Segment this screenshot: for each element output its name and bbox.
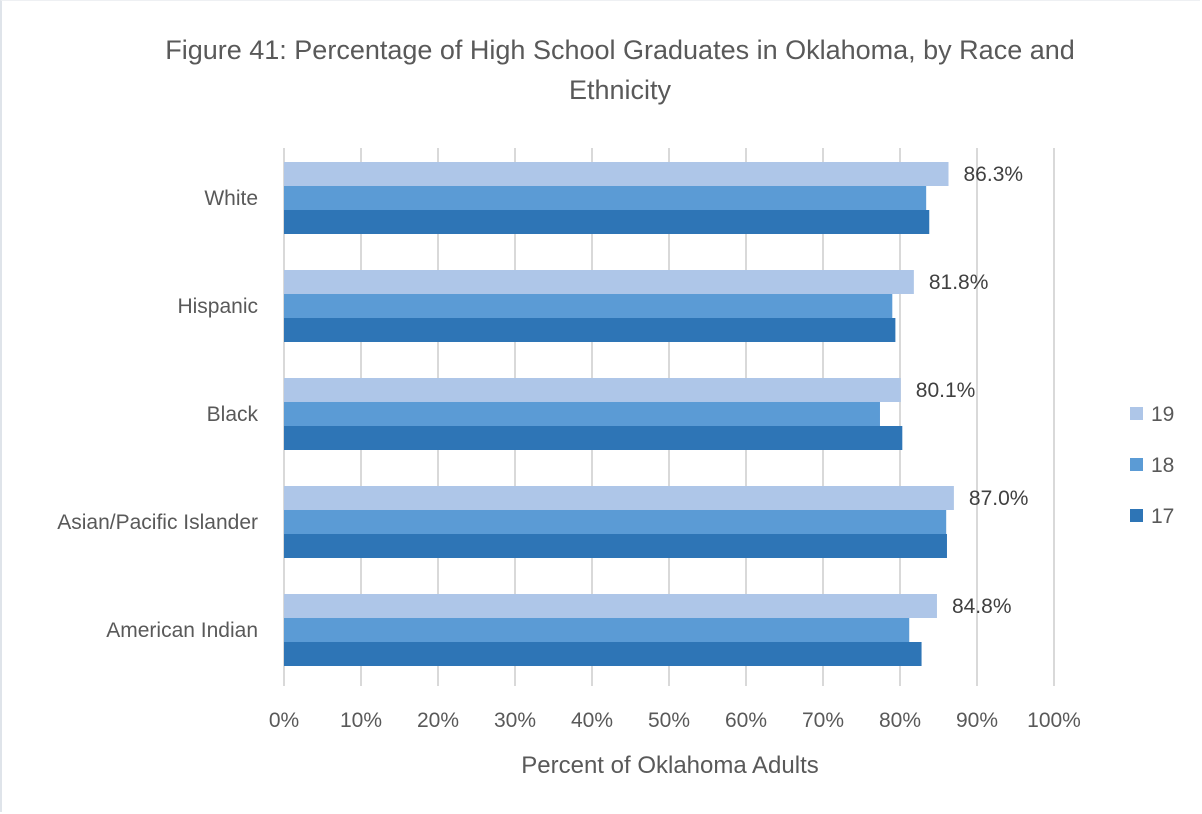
category-label: American Indian	[106, 619, 258, 642]
x-tick-labels: 0% 10% 20% 30% 40% 50% 60% 70% 80% 90% 100%	[269, 709, 1081, 732]
category-label: White	[204, 187, 258, 210]
bar	[284, 210, 930, 234]
category-label: Hispanic	[177, 295, 258, 318]
legend-swatch	[1130, 458, 1143, 471]
data-label: 80.1%	[916, 379, 976, 402]
category-label: Black	[207, 403, 259, 426]
category-labels: White Hispanic Black Asian/Pacific Islander…	[57, 187, 258, 642]
bar	[284, 402, 880, 426]
bar	[284, 642, 922, 666]
bar	[284, 534, 947, 558]
bar	[284, 162, 949, 186]
bar	[284, 618, 910, 642]
category-label: Asian/Pacific Islander	[57, 511, 258, 534]
legend-label: 18	[1151, 454, 1174, 477]
legend-label: 17	[1151, 505, 1174, 528]
data-label: 81.8%	[929, 271, 989, 294]
x-tick-label: 70%	[802, 709, 844, 732]
bar	[284, 486, 954, 510]
legend: 19 18 17	[1130, 403, 1174, 528]
legend-label: 19	[1151, 403, 1174, 426]
x-tick-label: 100%	[1027, 709, 1081, 732]
x-tick-label: 80%	[879, 709, 921, 732]
bar	[284, 318, 896, 342]
data-label: 87.0%	[969, 487, 1029, 510]
bar	[284, 270, 914, 294]
x-tick-label: 0%	[269, 709, 299, 732]
legend-swatch	[1130, 407, 1143, 420]
bar	[284, 294, 893, 318]
x-tick-label: 20%	[417, 709, 459, 732]
data-labels: 86.3% 81.8% 80.1% 87.0% 84.8%	[916, 163, 1029, 618]
bar	[284, 426, 903, 450]
bar	[284, 510, 947, 534]
x-axis-title: Percent of Oklahoma Adults	[521, 752, 819, 779]
x-tick-label: 30%	[494, 709, 536, 732]
data-label: 86.3%	[964, 163, 1024, 186]
bar	[284, 186, 927, 210]
x-tick-label: 90%	[956, 709, 998, 732]
x-tick-label: 40%	[571, 709, 613, 732]
x-tick-label: 50%	[648, 709, 690, 732]
x-tick-label: 60%	[725, 709, 767, 732]
x-tick-label: 10%	[340, 709, 382, 732]
legend-swatch	[1130, 509, 1143, 522]
data-label: 84.8%	[952, 595, 1012, 618]
bar	[284, 594, 937, 618]
chart-title: Figure 41: Percentage of High School Gra…	[165, 35, 1075, 105]
bars	[284, 162, 954, 666]
bar	[284, 378, 901, 402]
